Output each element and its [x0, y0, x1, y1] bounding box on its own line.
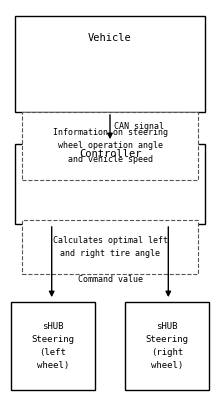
Bar: [15, 16, 205, 112]
Bar: [125, 302, 209, 390]
Bar: [22, 112, 198, 180]
Bar: [22, 220, 198, 274]
Text: Controller: Controller: [79, 149, 141, 159]
Text: sHUB
Steering
(right
wheel): sHUB Steering (right wheel): [146, 322, 189, 370]
Text: CAN signal: CAN signal: [114, 122, 164, 131]
Bar: [11, 302, 95, 390]
Text: Vehicle: Vehicle: [88, 33, 132, 43]
Text: Command value: Command value: [77, 276, 143, 284]
Text: Calculates optimal left
and right tire angle: Calculates optimal left and right tire a…: [53, 236, 167, 258]
Text: Information on steering
wheel operation angle
and vehicle speed: Information on steering wheel operation …: [53, 128, 167, 164]
Text: sHUB
Steering
(left
wheel): sHUB Steering (left wheel): [31, 322, 74, 370]
Bar: [15, 144, 205, 224]
